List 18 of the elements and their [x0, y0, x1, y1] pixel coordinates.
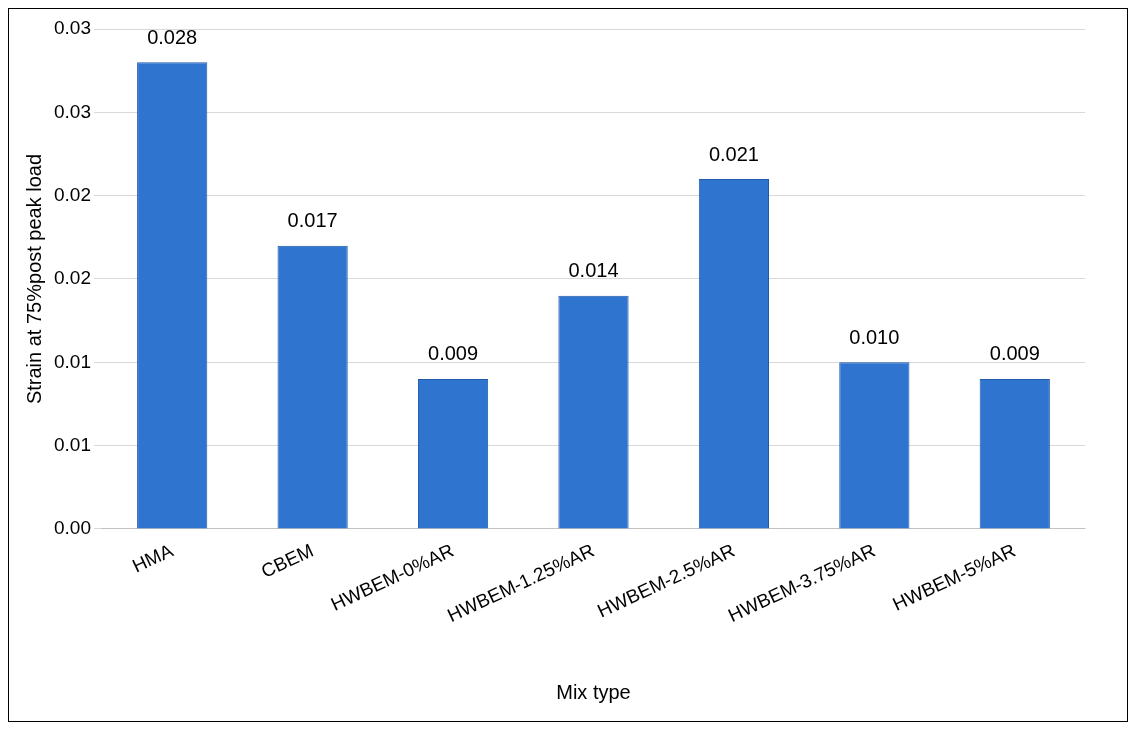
y-tick-label: 0.02 — [54, 267, 91, 289]
data-label: 0.009 — [989, 342, 1040, 365]
data-label: 0.028 — [147, 25, 198, 48]
y-tick-label: 0.00 — [54, 517, 91, 539]
y-tick-label: 0.01 — [54, 433, 91, 455]
x-tick-label: HMA — [128, 539, 177, 577]
y-axis-title: Strain at 75%post peak load — [22, 153, 45, 405]
data-label: 0.021 — [708, 142, 759, 165]
y-tick-label: 0.02 — [54, 183, 91, 205]
x-axis-title: Mix type — [556, 680, 631, 703]
y-tick-label: 0.03 — [54, 100, 91, 122]
x-tick-label: CBEM — [257, 539, 317, 582]
data-label: 0.014 — [568, 259, 619, 282]
data-label: 0.010 — [849, 325, 900, 348]
y-tick-label: 0.03 — [54, 17, 91, 39]
data-label: 0.017 — [287, 209, 338, 232]
data-label: 0.009 — [428, 342, 479, 365]
y-tick-label: 0.01 — [54, 350, 91, 372]
